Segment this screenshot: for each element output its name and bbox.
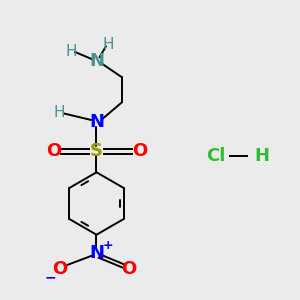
Text: O: O (46, 142, 61, 160)
Text: H: H (103, 37, 114, 52)
Text: N: N (89, 244, 104, 262)
Text: N: N (89, 113, 104, 131)
Text: −: − (45, 271, 56, 285)
Text: O: O (122, 260, 137, 278)
Text: Cl: Cl (206, 147, 225, 165)
Text: O: O (132, 142, 147, 160)
Text: H: H (254, 147, 269, 165)
Text: S: S (90, 142, 103, 160)
Text: H: H (54, 105, 65, 120)
Text: +: + (103, 238, 114, 252)
Text: H: H (65, 44, 77, 59)
Text: O: O (52, 260, 67, 278)
Text: N: N (89, 52, 104, 70)
